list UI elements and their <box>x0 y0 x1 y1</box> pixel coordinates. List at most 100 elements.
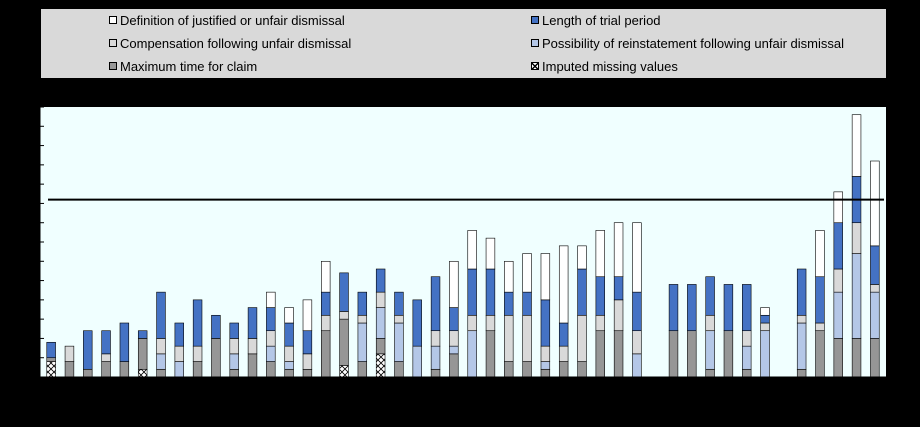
bar-segment-maximum-time-for-claim <box>284 368 294 378</box>
bar-segment-maximum-time-for-claim <box>211 338 221 378</box>
bar-segment-maximum-time-for-claim <box>46 357 56 362</box>
bar-segment-length-of-trial-period <box>723 284 734 332</box>
legend-swatch-max-time <box>109 62 117 70</box>
bar-segment-compensation-following-unfair-dismissal <box>833 268 843 293</box>
bar-segment-length-of-trial-period <box>613 276 624 301</box>
bar-segment-maximum-time-for-claim <box>430 368 441 378</box>
bar-segment-maximum-time-for-claim <box>83 368 93 378</box>
bar-segment-maximum-time-for-claim <box>119 361 130 378</box>
bar-segment-compensation-following-unfair-dismissal <box>613 299 624 332</box>
plot-area <box>40 107 886 377</box>
bar-segment-compensation-following-unfair-dismissal <box>851 222 862 254</box>
bar-segment-possibility-of-reinstatement-following-unfair-dismissal <box>449 345 459 355</box>
bar-segment-compensation-following-unfair-dismissal <box>705 314 715 332</box>
bar-segment-compensation-following-unfair-dismissal <box>339 311 349 320</box>
bar-segment-compensation-following-unfair-dismissal <box>595 314 605 332</box>
bar-segment-compensation-following-unfair-dismissal <box>64 345 75 362</box>
bar-segment-length-of-trial-period <box>412 299 422 347</box>
bar-segment-definition-of-justified-or-unfair-dismissal <box>321 260 331 293</box>
bar-segment-maximum-time-for-claim <box>192 361 203 378</box>
bar-segment-maximum-time-for-claim <box>577 361 587 378</box>
bar-segment-definition-of-justified-or-unfair-dismissal <box>870 160 880 247</box>
bar-segment-possibility-of-reinstatement-following-unfair-dismissal <box>870 291 880 339</box>
bar-segment-maximum-time-for-claim <box>357 361 368 378</box>
bar-segment-length-of-trial-period <box>339 272 349 312</box>
bar-segment-length-of-trial-period <box>83 330 93 370</box>
bar-segment-definition-of-justified-or-unfair-dismissal <box>302 299 313 332</box>
bar-segment-maximum-time-for-claim <box>851 338 862 378</box>
bar-segment-maximum-time-for-claim <box>558 361 569 378</box>
bar-segment-compensation-following-unfair-dismissal <box>156 338 166 355</box>
bar-segment-maximum-time-for-claim <box>705 368 715 378</box>
bar-segment-maximum-time-for-claim <box>723 330 734 378</box>
bar-segment-definition-of-justified-or-unfair-dismissal <box>558 245 569 324</box>
bar-segment-definition-of-justified-or-unfair-dismissal <box>760 307 770 316</box>
bar-segment-maximum-time-for-claim <box>595 330 605 378</box>
bar-segment-compensation-following-unfair-dismissal <box>577 314 587 362</box>
bar-segment-definition-of-justified-or-unfair-dismissal <box>632 222 642 293</box>
bar-segment-imputed-missing-values <box>46 361 56 378</box>
bar-segment-length-of-trial-period <box>137 330 148 339</box>
bar-segment-compensation-following-unfair-dismissal <box>558 345 569 362</box>
bar-segment-possibility-of-reinstatement-following-unfair-dismissal <box>229 353 239 370</box>
bar-segment-maximum-time-for-claim <box>504 361 514 378</box>
bar-segment-length-of-trial-period <box>522 291 532 316</box>
bar-segment-maximum-time-for-claim <box>101 361 111 378</box>
bar-segment-length-of-trial-period <box>796 268 807 316</box>
bar-segment-compensation-following-unfair-dismissal <box>394 314 404 324</box>
bar-segment-maximum-time-for-claim <box>687 330 697 378</box>
bar-segment-length-of-trial-period <box>540 299 551 347</box>
bar-segment-maximum-time-for-claim <box>375 338 386 355</box>
bar-segment-compensation-following-unfair-dismissal <box>540 345 551 362</box>
bar-segment-imputed-missing-values <box>375 353 386 378</box>
bar-segment-maximum-time-for-claim <box>64 361 75 378</box>
bar-segment-length-of-trial-period <box>870 245 880 285</box>
bar-segment-compensation-following-unfair-dismissal <box>101 353 111 362</box>
legend-label-reinstatement: Possibility of reinstatement following u… <box>542 35 845 51</box>
bar-segment-possibility-of-reinstatement-following-unfair-dismissal <box>430 345 441 370</box>
bar-segment-compensation-following-unfair-dismissal <box>229 338 239 355</box>
y-axis-ticks <box>39 106 44 378</box>
bar-segment-maximum-time-for-claim <box>742 368 752 378</box>
bar-segment-length-of-trial-period <box>595 276 605 316</box>
bar-segment-length-of-trial-period <box>833 222 843 270</box>
bar-segment-possibility-of-reinstatement-following-unfair-dismissal <box>357 322 368 362</box>
legend-item-reinstatement: Possibility of reinstatement following u… <box>531 34 844 52</box>
bar-segment-compensation-following-unfair-dismissal <box>174 345 184 362</box>
bar-stacks <box>46 114 880 378</box>
bar-segment-possibility-of-reinstatement-following-unfair-dismissal <box>760 330 770 378</box>
bar-segment-maximum-time-for-claim <box>137 338 148 370</box>
bar-segment-possibility-of-reinstatement-following-unfair-dismissal <box>156 353 166 370</box>
legend-label-trial-period: Length of trial period <box>542 12 661 28</box>
bar-segment-length-of-trial-period <box>394 291 404 316</box>
bar-segment-length-of-trial-period <box>192 299 203 347</box>
legend-item-trial-period: Length of trial period <box>531 11 661 29</box>
bar-segment-maximum-time-for-claim <box>302 368 313 378</box>
bar-segment-imputed-missing-values <box>339 365 349 378</box>
bar-segment-length-of-trial-period <box>558 322 569 347</box>
bar-segment-definition-of-justified-or-unfair-dismissal <box>467 230 477 270</box>
bar-segment-compensation-following-unfair-dismissal <box>449 330 459 347</box>
bar-segment-length-of-trial-period <box>284 322 294 347</box>
bar-segment-maximum-time-for-claim <box>321 330 331 378</box>
bar-segment-length-of-trial-period <box>156 291 166 339</box>
bar-segment-compensation-following-unfair-dismissal <box>485 314 496 332</box>
bar-segment-length-of-trial-period <box>632 291 642 332</box>
bar-segment-compensation-following-unfair-dismissal <box>815 322 825 332</box>
bar-segment-definition-of-justified-or-unfair-dismissal <box>851 114 862 177</box>
bar-segment-length-of-trial-period <box>375 268 386 293</box>
legend-swatch-trial-period <box>531 16 539 24</box>
bar-segment-compensation-following-unfair-dismissal <box>870 284 880 293</box>
bar-segment-compensation-following-unfair-dismissal <box>467 314 477 332</box>
bar-segment-length-of-trial-period <box>174 322 184 347</box>
legend-label-imputed: Imputed missing values <box>542 58 678 74</box>
bar-segment-length-of-trial-period <box>467 268 477 316</box>
bar-segment-definition-of-justified-or-unfair-dismissal <box>613 222 624 278</box>
bar-segment-length-of-trial-period <box>449 307 459 332</box>
bar-segment-possibility-of-reinstatement-following-unfair-dismissal <box>467 330 477 378</box>
bar-segment-maximum-time-for-claim <box>833 338 843 378</box>
bar-segment-maximum-time-for-claim <box>449 353 459 378</box>
bar-segment-length-of-trial-period <box>430 276 441 332</box>
legend-swatch-compensation <box>109 39 117 47</box>
